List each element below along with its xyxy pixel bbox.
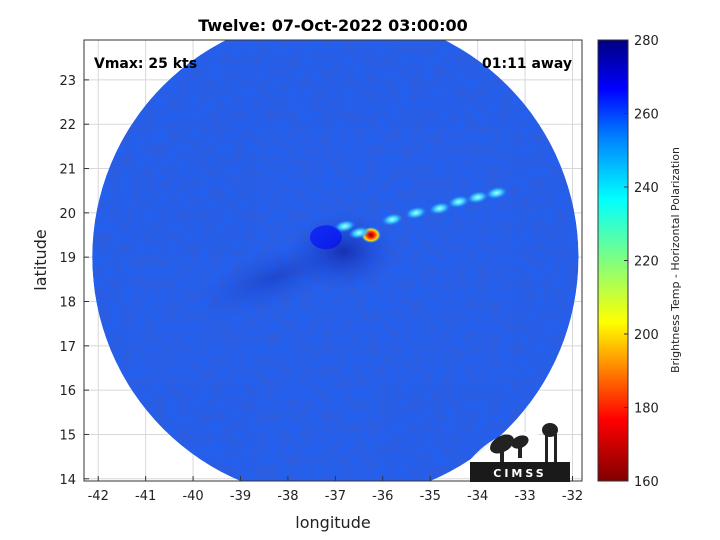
x-tick-label: -35	[420, 489, 441, 504]
x-tick-label: -40	[182, 489, 203, 504]
colorbar-tick-label: 180	[634, 402, 659, 417]
chart-title: Twelve: 07-Oct-2022 03:00:00	[198, 16, 468, 35]
y-tick-label: 20	[59, 207, 76, 222]
x-tick-label: -39	[230, 489, 251, 504]
y-tick-label: 14	[59, 473, 76, 488]
data-feature-7	[466, 191, 489, 204]
x-tick-label: -38	[277, 489, 298, 504]
colorbar-tick-label: 260	[634, 108, 659, 123]
colorbar: 160 180 200 220 240 260 280 Brightness Temp - …	[597, 34, 682, 490]
data-feature-5	[428, 202, 451, 215]
x-tick-label: -32	[562, 489, 583, 504]
data-feature-3	[381, 213, 404, 226]
x-tick-label: -34	[467, 489, 488, 504]
cimss-logo: CIMSS	[470, 423, 570, 482]
y-axis-label: latitude	[31, 229, 50, 290]
colorbar-tick-label: 220	[634, 255, 659, 270]
data-feature-6	[447, 195, 470, 209]
y-tick-label: 22	[59, 118, 76, 133]
y-tick-label: 15	[59, 428, 76, 443]
colorbar-tick-label: 160	[634, 475, 659, 490]
colorbar-label: Brightness Temp - Horizontal Polarizatio…	[669, 147, 682, 373]
brightness-temp-disk	[92, 40, 579, 481]
colorbar-tick-label: 200	[634, 328, 659, 343]
colorbar-tick-label: 240	[634, 181, 659, 196]
data-feature-1	[348, 226, 370, 240]
x-axis-ticks: -42 -41 -40 -39 -38 -37 -36 -35 -34 -33 -32	[88, 476, 583, 504]
data-feature-2	[334, 219, 356, 233]
plot-area: -42 -41 -40 -39 -38 -37 -36 -35 -34 -33 -32 14 15 16…	[59, 39, 583, 504]
x-tick-label: -41	[135, 489, 156, 504]
colorbar-tick-label: 280	[634, 34, 659, 49]
y-tick-label: 23	[59, 74, 76, 89]
x-tick-label: -42	[88, 489, 109, 504]
x-tick-label: -36	[372, 489, 393, 504]
vmax-annotation: Vmax: 25 kts	[94, 56, 197, 72]
x-axis-label: longitude	[295, 513, 370, 532]
y-tick-label: 21	[59, 163, 76, 178]
data-feature-4	[405, 206, 427, 220]
y-tick-label: 17	[59, 340, 76, 355]
data-feature-9	[309, 225, 342, 250]
x-tick-label: -33	[514, 489, 535, 504]
y-axis-ticks: 14 15 16 17 18 19 20 21 22 23	[59, 74, 89, 488]
y-tick-label: 19	[59, 251, 76, 266]
data-feature-8	[485, 186, 508, 200]
time-away-annotation: 01:11 away	[482, 56, 572, 72]
logo-text: CIMSS	[493, 467, 546, 480]
x-tick-label: -37	[325, 489, 346, 504]
y-tick-label: 18	[59, 295, 76, 310]
y-tick-label: 16	[59, 384, 76, 399]
colorbar-ticks: 160 180 200 220 240 260 280	[624, 34, 659, 490]
